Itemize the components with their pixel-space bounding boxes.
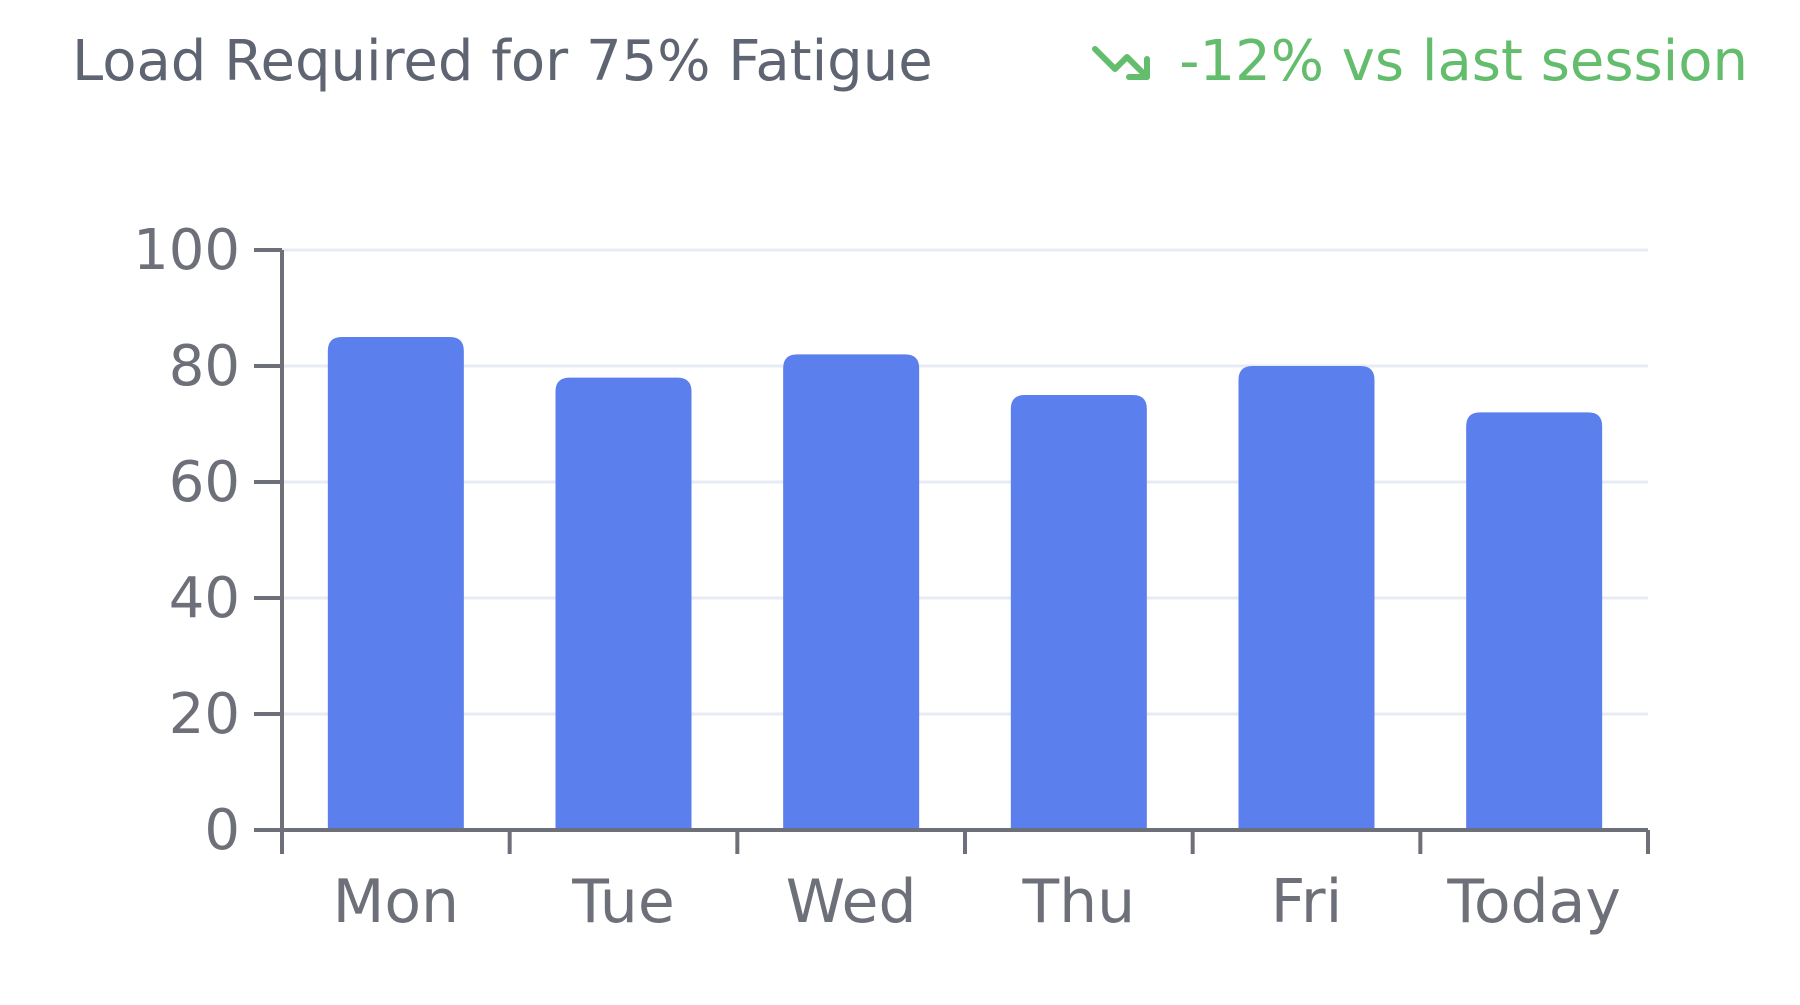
- bar-mon: [327, 337, 464, 830]
- y-tick-label: 60: [169, 450, 240, 515]
- bar-tue: [555, 377, 692, 830]
- trend-text: -12% vs last session: [1179, 29, 1748, 94]
- y-tick-label: 100: [133, 218, 240, 283]
- y-tick-label: 80: [169, 334, 240, 399]
- x-tick-label-tue: Tue: [571, 867, 674, 937]
- y-tick-label: 0: [204, 798, 240, 863]
- x-tick-label-today: Today: [1446, 867, 1621, 937]
- x-tick-label-fri: Fri: [1271, 867, 1342, 937]
- chart-title: Load Required for 75% Fatigue: [72, 29, 933, 94]
- x-tick-label-wed: Wed: [786, 867, 917, 937]
- y-tick-label: 40: [169, 566, 240, 631]
- bar-fri: [1238, 366, 1375, 830]
- trend-indicator: -12% vs last session: [1091, 34, 1748, 90]
- x-tick-label-mon: Mon: [333, 867, 460, 937]
- chart-header: Load Required for 75% Fatigue -12% vs la…: [0, 0, 1800, 140]
- bar-thu: [1010, 395, 1147, 830]
- bar-today: [1466, 412, 1603, 830]
- y-tick-label: 20: [169, 682, 240, 747]
- bar-wed: [783, 354, 920, 830]
- x-tick-label-thu: Thu: [1021, 867, 1135, 937]
- trending-down-icon: [1092, 46, 1151, 80]
